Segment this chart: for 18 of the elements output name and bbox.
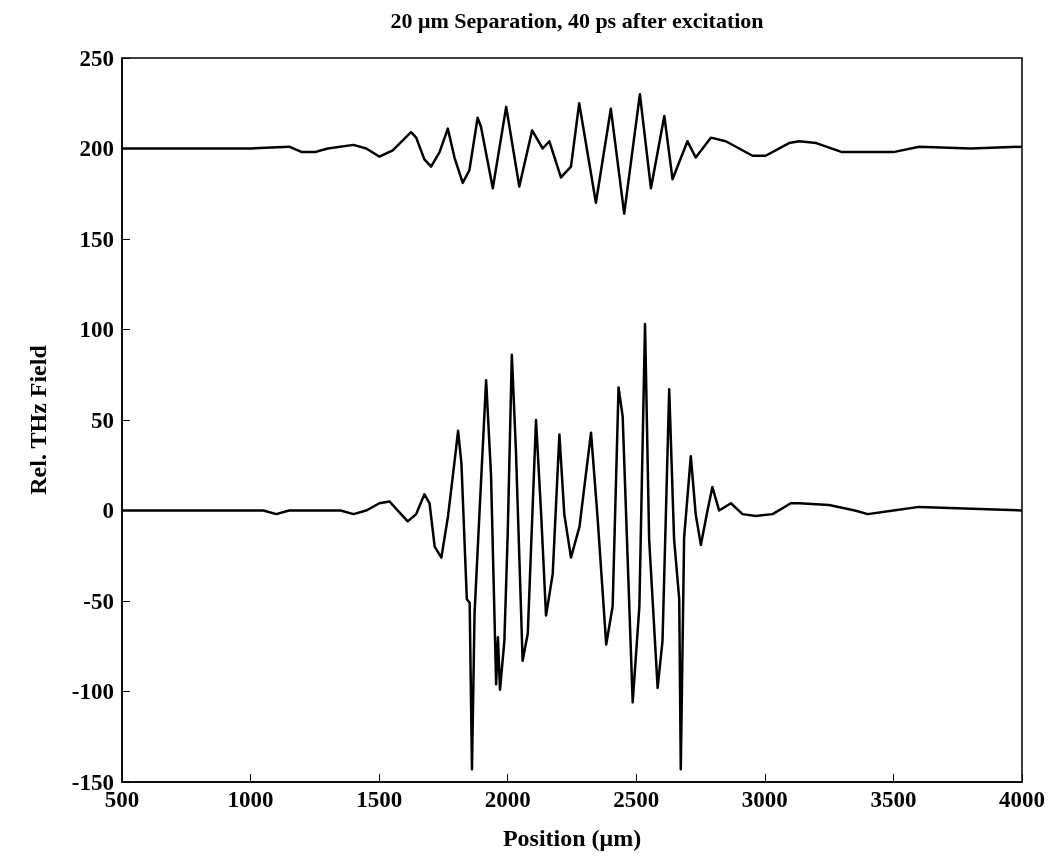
x-axis-title: Position (μm) (502, 825, 642, 851)
y-tick-label: -100 (71, 679, 114, 704)
x-tick-label: 2500 (613, 787, 660, 812)
x-tick-label: 3000 (741, 787, 788, 812)
x-tick-label: 3500 (870, 787, 917, 812)
y-tick-label: 50 (91, 407, 114, 433)
y-tick-label: 150 (79, 226, 114, 252)
y-tick-label: 200 (79, 136, 114, 161)
y-tick-label: -50 (83, 588, 114, 614)
y-tick-label: 0 (102, 498, 114, 523)
y-tick-label: 250 (79, 45, 114, 71)
y-axis-title: Rel. THz Field (25, 344, 51, 495)
chart-title: 20 μm Separation, 40 ps after excitation (390, 7, 764, 33)
x-tick-label: 2000 (484, 787, 531, 812)
y-tick-label: 100 (79, 317, 114, 342)
x-tick-label: 1000 (227, 787, 274, 812)
x-tick-label: 4000 (999, 787, 1045, 812)
x-tick-label: 1500 (356, 787, 403, 812)
